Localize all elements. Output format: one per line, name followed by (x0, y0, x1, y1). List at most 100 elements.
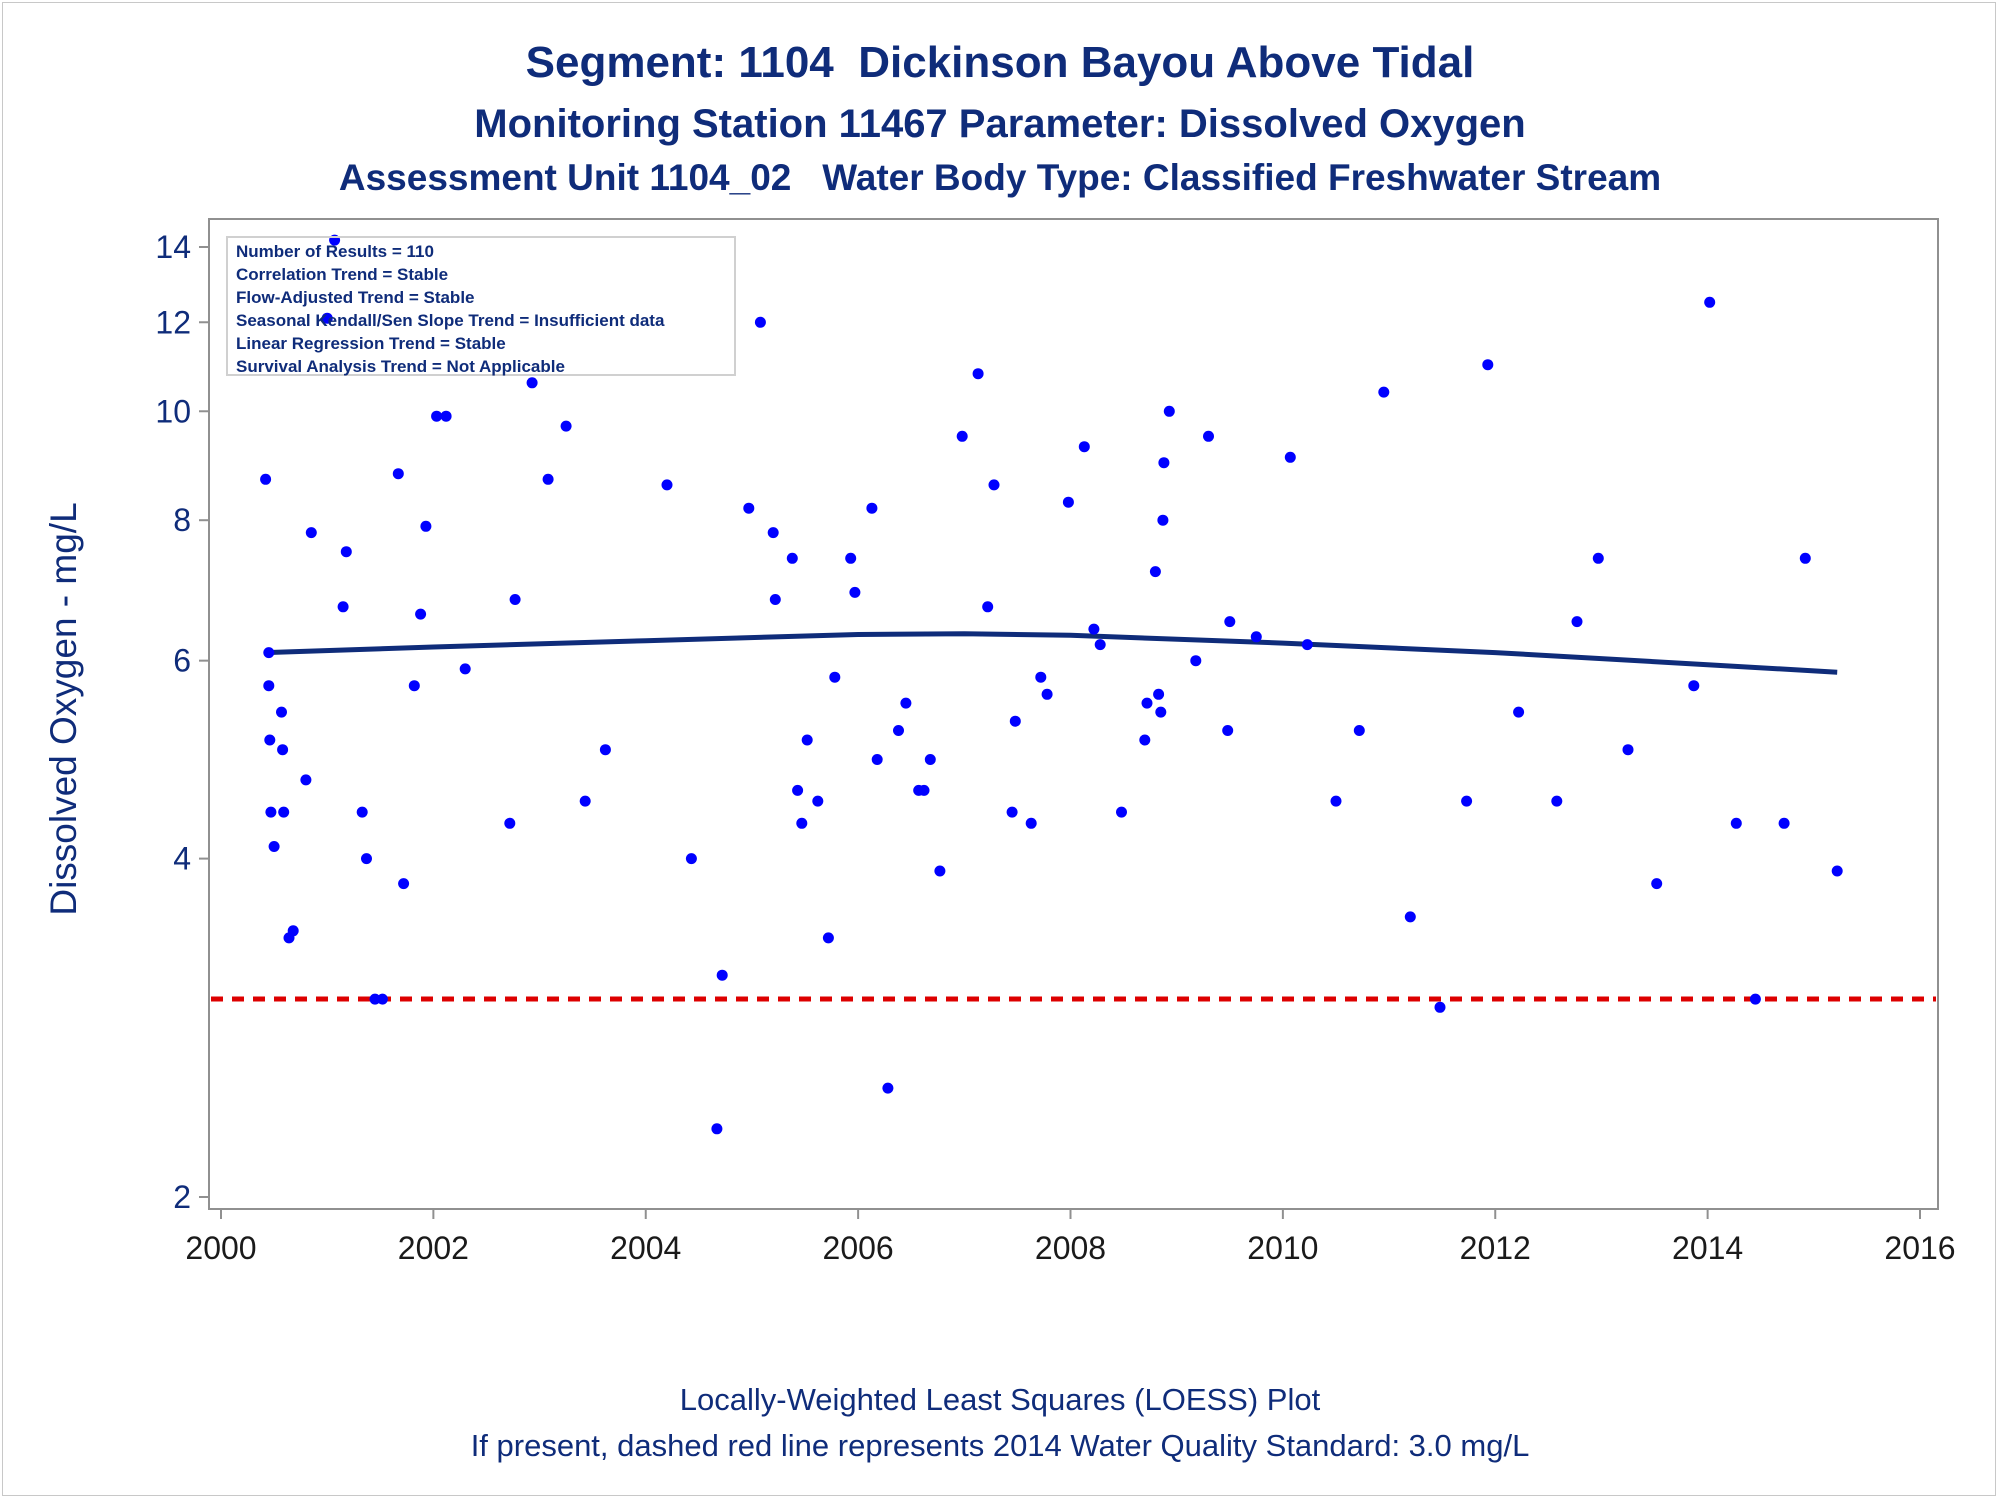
data-point (1009, 715, 1021, 727)
data-point (408, 680, 420, 692)
data-point (1704, 296, 1716, 308)
data-point (754, 316, 766, 328)
stat-flow-adjusted-trend: Flow-Adjusted Trend = Stable (236, 288, 475, 307)
data-point (767, 527, 779, 539)
footnote-standard: If present, dashed red line represents 2… (470, 1428, 1530, 1463)
data-point (398, 878, 410, 890)
data-point (526, 377, 538, 389)
data-point (829, 671, 841, 683)
data-point (277, 744, 289, 756)
data-point (1203, 430, 1214, 442)
data-point (268, 841, 280, 852)
data-point (1088, 623, 1100, 635)
data-point (1222, 725, 1234, 736)
data-point (1749, 993, 1761, 1005)
data-point (822, 932, 834, 944)
stat-number-of-results: Number of Results = 110 (236, 242, 434, 261)
data-point (924, 754, 936, 765)
data-point (376, 993, 388, 1005)
data-point (1378, 386, 1390, 398)
data-point (1153, 688, 1165, 700)
y-tick-label: 2 (173, 1179, 191, 1215)
data-point (1141, 697, 1153, 709)
y-tick-label: 4 (173, 841, 191, 877)
data-point (1778, 817, 1790, 829)
x-tick-label: 2010 (1247, 1230, 1318, 1266)
data-point (287, 925, 299, 937)
y-tick-label: 8 (173, 502, 191, 538)
data-point (786, 552, 798, 564)
data-point (1622, 744, 1634, 756)
footnote-loess: Locally-Weighted Least Squares (LOESS) P… (679, 1382, 1321, 1417)
data-point (420, 520, 432, 532)
x-tick-label: 2014 (1672, 1230, 1743, 1266)
data-point (1094, 639, 1106, 651)
data-point (1404, 911, 1416, 923)
stat-seasonal-kendall-trend: Seasonal Kendall/Sen Slope Trend = Insuf… (236, 311, 665, 330)
data-point (934, 865, 946, 877)
data-point (340, 546, 352, 558)
data-point (263, 647, 275, 659)
x-tick-label: 2006 (823, 1230, 894, 1266)
data-point (801, 734, 813, 746)
data-point (264, 734, 276, 746)
data-point (812, 795, 824, 807)
data-point (1025, 817, 1037, 829)
stat-correlation-trend: Correlation Trend = Stable (236, 265, 449, 284)
x-tick-label: 2012 (1460, 1230, 1531, 1266)
chart-subtitle-assessment: Assessment Unit 1104_02 Water Body Type:… (338, 157, 1662, 198)
x-tick-label: 2016 (1884, 1230, 1955, 1266)
data-point (743, 502, 755, 514)
data-point (579, 795, 591, 807)
data-point (1301, 639, 1313, 651)
data-point (278, 806, 290, 818)
data-point (1284, 451, 1296, 463)
loess-trend-line (265, 631, 1838, 675)
data-point (1353, 725, 1365, 736)
data-point (1461, 795, 1473, 807)
data-point (956, 430, 968, 442)
data-point (1041, 688, 1053, 700)
data-point (1062, 496, 1074, 508)
data-point (711, 1123, 723, 1135)
stat-survival-analysis-trend: Survival Analysis Trend = Not Applicable (236, 357, 565, 376)
data-point (504, 817, 516, 829)
data-point (459, 663, 471, 675)
data-point (276, 706, 287, 718)
data-point (792, 784, 804, 796)
data-point (361, 853, 372, 865)
data-point (1139, 734, 1151, 746)
data-point (845, 552, 857, 564)
data-point (1078, 441, 1090, 453)
data-point (1158, 457, 1170, 469)
data-point (599, 744, 611, 756)
data-point (988, 479, 1000, 491)
data-point (260, 473, 272, 485)
data-point (415, 608, 427, 620)
y-tick-label: 10 (155, 393, 191, 429)
data-point (972, 368, 984, 380)
data-point (661, 479, 673, 491)
y-tick-label: 14 (155, 229, 191, 265)
trend-stats-box: Number of Results = 110 Correlation Tren… (226, 236, 736, 376)
data-point (1592, 552, 1604, 564)
data-point (300, 774, 312, 786)
data-point (321, 312, 333, 324)
chart-subtitle-station: Monitoring Station 11467 Parameter: Diss… (474, 102, 1526, 146)
data-point (1190, 655, 1202, 667)
data-point (1513, 706, 1525, 718)
data-point (1149, 566, 1161, 578)
data-point (265, 806, 277, 818)
data-point (1482, 359, 1494, 371)
data-point (305, 527, 317, 539)
y-axis-label: Dissolved Oxygen - mg/L (43, 502, 84, 915)
data-point (1330, 795, 1342, 807)
data-point (1163, 405, 1175, 417)
data-point (982, 601, 994, 613)
data-point (542, 473, 554, 485)
data-point (796, 817, 808, 829)
data-point (900, 697, 912, 709)
data-point (392, 468, 404, 480)
data-point (769, 594, 781, 605)
